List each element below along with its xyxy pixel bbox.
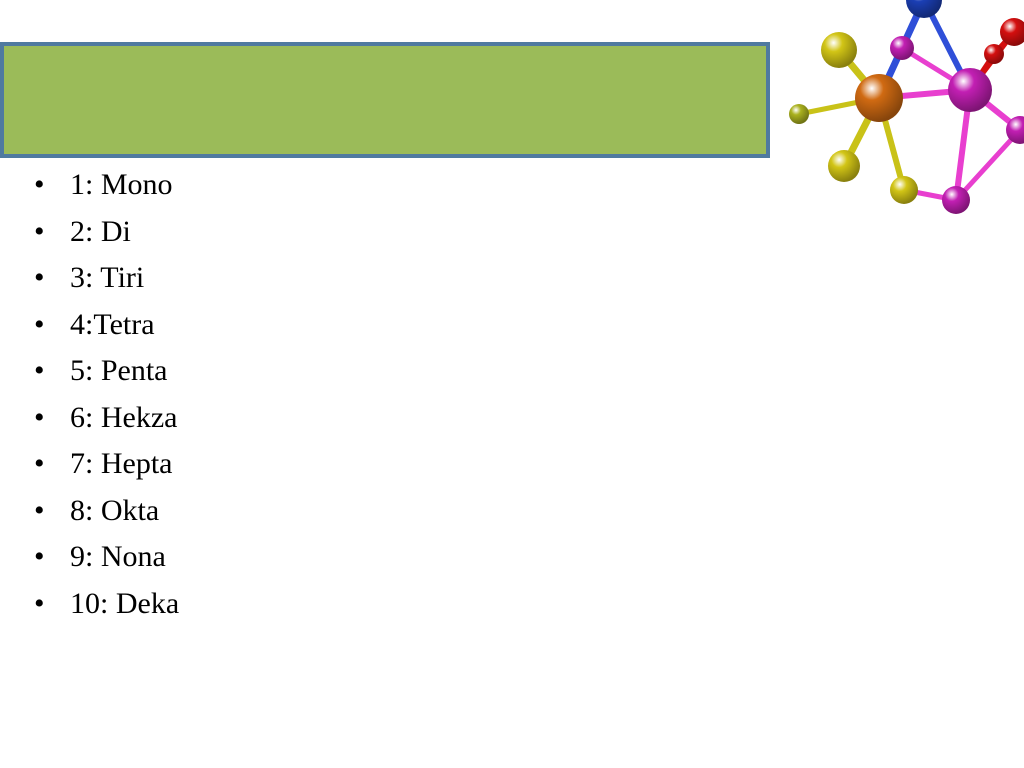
prefix-list: 1: Mono 2: Di 3: Tiri 4:Tetra 5: Penta 6… [26,162,179,627]
list-item-label: 7: Hepta [70,447,172,480]
list-item-label: 2: Di [70,215,131,248]
title-bar [0,42,770,158]
list-item: 1: Mono [26,162,179,209]
list-item-label: 4:Tetra [70,308,155,341]
list-item: 9: Nona [26,534,179,581]
slide: 1: Mono 2: Di 3: Tiri 4:Tetra 5: Penta 6… [0,0,1024,768]
list-item: 4:Tetra [26,302,179,349]
list-item: 10: Deka [26,581,179,628]
list-item-label: 1: Mono [70,168,173,201]
list-item-label: 3: Tiri [70,261,144,294]
list-item: 7: Hepta [26,441,179,488]
list-item-label: 8: Okta [70,494,159,527]
molecule-icon [784,0,1024,230]
list-item-label: 5: Penta [70,354,168,387]
list-item: 6: Hekza [26,395,179,442]
list-item: 2: Di [26,209,179,256]
list-item: 5: Penta [26,348,179,395]
list-item-label: 6: Hekza [70,401,177,434]
list-item-label: 10: Deka [70,587,179,620]
list-item: 3: Tiri [26,255,179,302]
list-item-label: 9: Nona [70,540,166,573]
list-item: 8: Okta [26,488,179,535]
